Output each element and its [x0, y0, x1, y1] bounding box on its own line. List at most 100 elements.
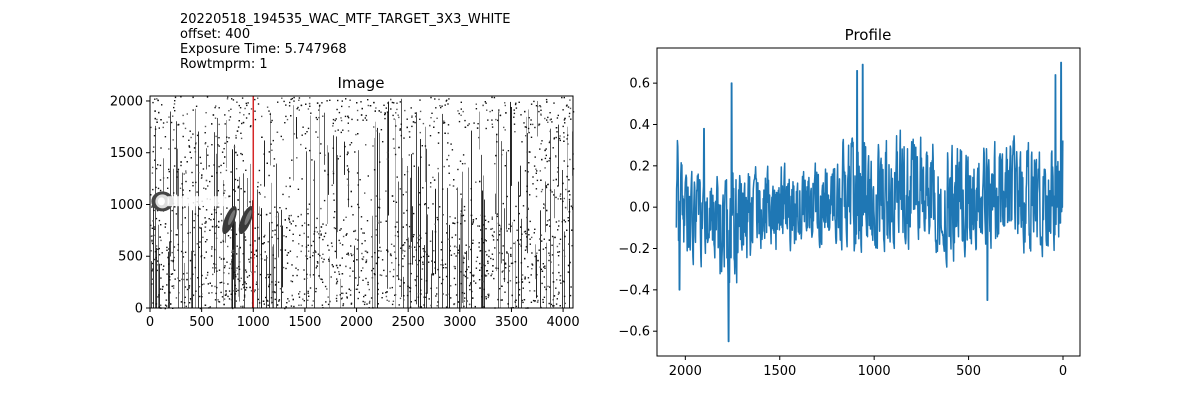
image-speckle: [357, 284, 359, 286]
image-speckle: [439, 105, 441, 107]
image-speckle: [177, 123, 180, 126]
image-speckle: [472, 239, 474, 241]
image-speckle: [214, 117, 217, 119]
image-speckle: [460, 101, 462, 103]
image-speckle: [182, 135, 184, 138]
image-speckle: [319, 254, 321, 257]
image-speckle: [347, 152, 349, 154]
image-speckle: [327, 173, 329, 176]
image-speckle: [336, 278, 338, 280]
image-speckle: [307, 292, 309, 294]
image-speckle: [354, 230, 356, 232]
image-speckle: [558, 291, 560, 293]
image-speckle: [230, 229, 232, 231]
image-speckle: [266, 299, 268, 302]
image-speckle: [373, 126, 375, 128]
image-speckle: [521, 299, 523, 302]
image-speckle: [419, 306, 422, 308]
image-speckle: [558, 225, 560, 227]
image-speckle: [422, 122, 425, 125]
image-speckle: [243, 210, 245, 213]
image-speckle: [475, 218, 477, 220]
image-speckle: [273, 291, 276, 293]
image-speckle: [257, 103, 260, 105]
image-speckle: [506, 230, 508, 232]
image-speckle: [280, 225, 282, 227]
image-speckle: [214, 299, 217, 301]
image-speckle: [168, 276, 171, 278]
image-speckle: [469, 288, 471, 291]
image-speckle: [250, 257, 252, 259]
image-speckle: [422, 248, 424, 250]
image-speckle: [472, 242, 474, 244]
image-speckle: [555, 136, 557, 139]
image-speckle: [215, 263, 217, 266]
image-speckle: [385, 291, 387, 294]
image-speckle: [364, 294, 367, 296]
image-speckle: [293, 305, 295, 308]
image-speckle: [262, 300, 265, 302]
image-speckle: [324, 232, 327, 234]
image-speckle: [549, 130, 551, 133]
image-speckle: [465, 252, 467, 254]
image-speckle: [183, 278, 185, 281]
image-x-tick-label: 2000: [340, 315, 373, 330]
image-speckle: [375, 215, 377, 217]
image-speckle: [484, 274, 486, 276]
image-speckle: [346, 165, 349, 167]
image-speckle: [557, 114, 559, 117]
image-speckle: [290, 98, 292, 101]
image-speckle: [504, 267, 507, 269]
image-speckle: [173, 246, 176, 248]
image-speckle: [493, 231, 495, 233]
image-speckle: [348, 106, 350, 108]
image-speckle: [340, 228, 342, 230]
image-speckle: [540, 268, 543, 270]
image-speckle: [235, 300, 237, 302]
image-streak: [233, 206, 234, 280]
image-speckle: [167, 232, 169, 234]
image-speckle: [193, 220, 195, 222]
image-speckle: [556, 298, 558, 300]
image-speckle: [455, 255, 457, 257]
image-speckle: [247, 102, 249, 104]
image-speckle: [342, 292, 344, 295]
image-speckle: [347, 252, 349, 255]
image-speckle: [218, 145, 220, 147]
image-speckle: [153, 146, 155, 148]
image-speckle: [397, 231, 399, 233]
image-speckle: [411, 115, 413, 117]
image-speckle: [332, 147, 334, 149]
image-speckle: [243, 294, 246, 296]
image-speckle: [504, 263, 506, 265]
image-speckle: [474, 305, 476, 308]
image-speckle: [504, 129, 506, 131]
image-speckle: [316, 265, 318, 267]
image-speckle: [318, 105, 321, 107]
image-speckle: [408, 225, 411, 228]
image-speckle: [214, 248, 216, 251]
image-speckle: [290, 280, 292, 282]
image-speckle: [413, 165, 415, 167]
image-speckle: [411, 246, 413, 248]
image-speckle: [340, 298, 343, 300]
image-speckle: [264, 259, 266, 261]
image-speckle: [506, 195, 508, 198]
image-speckle: [347, 254, 350, 256]
image-speckle: [233, 146, 236, 148]
image-speckle: [232, 249, 235, 251]
image-speckle: [172, 285, 175, 287]
image-speckle: [269, 273, 272, 276]
image-speckle: [448, 165, 450, 167]
image-speckle: [500, 299, 502, 301]
image-speckle: [175, 297, 178, 299]
image-x-axis: 0 500 1000 1500 2000 2500 3000 3500 4000: [146, 308, 580, 330]
image-speckle: [558, 251, 561, 253]
image-speckle: [161, 104, 163, 106]
image-streak: [540, 210, 541, 308]
image-speckle: [195, 290, 197, 292]
image-speckle: [506, 251, 508, 253]
image-speckle: [487, 119, 489, 121]
image-speckle: [492, 270, 494, 272]
image-speckle: [288, 217, 290, 219]
